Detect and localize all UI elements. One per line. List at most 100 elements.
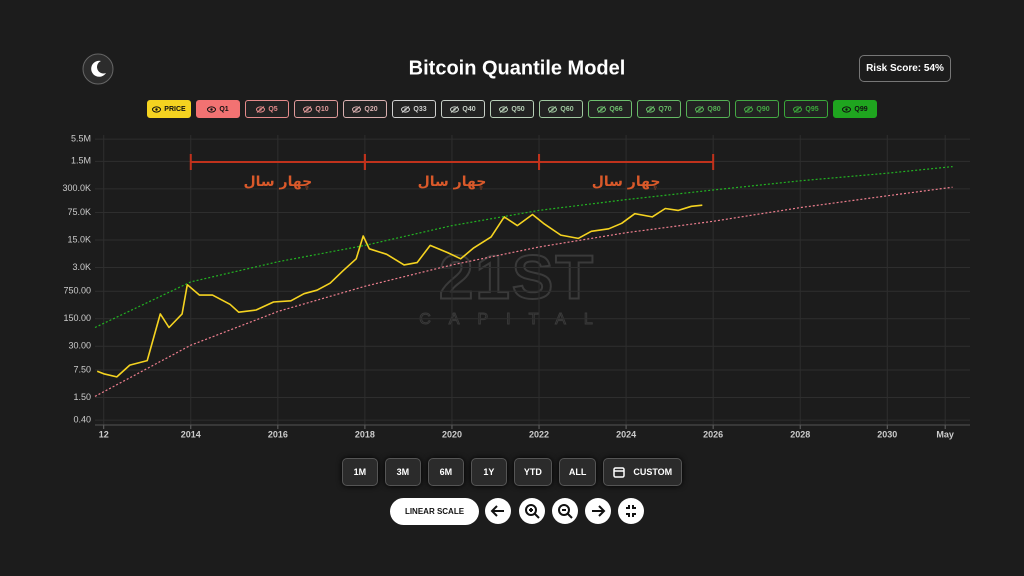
zoom-icon [562, 509, 573, 519]
x-tick-label: 2018 [355, 429, 375, 439]
nav-controls [485, 498, 644, 524]
toggle-label: Q60 [560, 105, 574, 113]
price-line [96, 204, 703, 378]
y-tick-label: 1.50 [73, 392, 91, 402]
quantile-toggle[interactable]: Q70 [637, 100, 681, 118]
toggle-label: Q95 [805, 105, 819, 113]
eye-icon [744, 105, 754, 113]
x-tick-label: 2022 [529, 429, 549, 439]
toggle-label: Q80 [707, 105, 721, 113]
toggle-label: Q40 [462, 105, 476, 113]
range-label: ALL [568, 467, 587, 477]
quantile-toggle[interactable]: Q99 [833, 100, 877, 118]
range-button[interactable]: 1Y [470, 458, 507, 486]
range-button[interactable]: 3M [384, 458, 421, 486]
quantile-toggle[interactable]: Q5 [245, 100, 289, 118]
toggle-label: Q33 [413, 105, 427, 113]
toggle-label: Q5 [268, 105, 278, 113]
y-tick-label: 150.00 [63, 313, 91, 323]
toggle-label: Q70 [658, 105, 672, 113]
zoom-icon [525, 504, 537, 516]
reset-zoom[interactable] [618, 498, 644, 524]
toggle-label: Q1 [219, 105, 229, 113]
toggle-label: PRICE [164, 105, 186, 113]
range-button[interactable]: 1M [341, 458, 378, 486]
shrink-icon [626, 505, 636, 517]
theme-button[interactable] [82, 53, 114, 85]
toggle-label: Q66 [609, 105, 623, 113]
quantile-toggle[interactable]: Q10 [294, 100, 338, 118]
x-tick-label: 2028 [790, 429, 810, 439]
plot: 0.40 1.50 7.50 30.00 150.00 750.00 3.0K 15.0K 75… [62, 133, 970, 439]
eye-icon [401, 105, 411, 113]
eye-icon [256, 105, 266, 113]
y-tick-label: 1.5M [71, 156, 91, 166]
y-tick-label: 3.0K [72, 262, 91, 272]
eye-icon [842, 105, 852, 113]
eye-icon [646, 105, 656, 113]
annotation: چهار سال [538, 154, 715, 190]
eye-icon [207, 105, 217, 113]
eye-icon [548, 105, 558, 113]
calendar-icon [613, 467, 626, 478]
eye-icon [152, 105, 162, 113]
range-button[interactable]: 6M [427, 458, 464, 486]
x-tick-label: 2016 [268, 429, 288, 439]
y-tick-label: 5.5M [71, 133, 91, 143]
quantile-toggle[interactable]: Q90 [735, 100, 779, 118]
toggle-label: Q20 [364, 105, 378, 113]
eye-icon [695, 105, 705, 113]
zoom-icon [529, 508, 540, 519]
eye-icon [450, 105, 460, 113]
toggle-label: Q99 [854, 105, 868, 113]
quantile-toggle[interactable]: Q60 [539, 100, 583, 118]
risk-score: Risk Score: 54% [859, 55, 951, 82]
zoom-icon [558, 504, 570, 516]
quantile-toggles: PRICE Q1 Q5 Q10 Q20 Q33 Q40 Q50 Q60 Q66 Q70 Q80 Q90 Q… [0, 100, 1024, 118]
x-tick-label: 2030 [877, 429, 897, 439]
range-button[interactable]: YTD [513, 458, 552, 486]
quantile-toggle[interactable]: Q50 [490, 100, 534, 118]
annotation-bracket [538, 154, 715, 170]
x-tick-label: 2026 [703, 429, 723, 439]
x-tick-label: 2024 [616, 429, 636, 439]
eye-icon [499, 105, 509, 113]
moon-icon [91, 60, 106, 77]
range-buttons: 1M 3M 6M 1Y YTD ALL CUSTOM [0, 458, 1024, 486]
x-tick-label: May [936, 429, 954, 439]
quantile-toggle[interactable]: Q95 [784, 100, 828, 118]
eye-icon [352, 105, 362, 113]
quantile-toggle[interactable]: Q40 [441, 100, 485, 118]
y-tick-label: 750.00 [63, 286, 91, 296]
toggle-label: Q90 [756, 105, 770, 113]
toggle-label: Q10 [315, 105, 329, 113]
range-label: 6M [439, 467, 453, 477]
quantile-toggle[interactable]: Q1 [196, 100, 240, 118]
x-tick-label: 2020 [442, 429, 462, 439]
quantile-toggle[interactable]: PRICE [147, 100, 191, 118]
eye-icon [597, 105, 607, 113]
page-title: Bitcoin Quantile Model [409, 57, 626, 79]
range-label: 3M [396, 467, 410, 477]
range-button[interactable]: CUSTOM [603, 458, 683, 486]
range-button[interactable]: ALL [558, 458, 597, 486]
quantile-line [94, 186, 953, 397]
quantile-toggle[interactable]: Q33 [392, 100, 436, 118]
quantile-toggle[interactable]: Q80 [686, 100, 730, 118]
annotation-text: چهار سال [418, 174, 487, 190]
range-label: 1M [353, 467, 367, 477]
quantile-toggle[interactable]: Q66 [588, 100, 632, 118]
quantile-toggle[interactable]: Q20 [343, 100, 387, 118]
y-tick-label: 7.50 [73, 364, 91, 374]
annotation-text: چهار سال [592, 174, 661, 190]
y-tick-label: 300.0K [62, 183, 91, 193]
quantile-line [94, 166, 953, 329]
range-label: CUSTOM [633, 467, 673, 477]
watermark: 21ST [439, 243, 595, 312]
eye-icon [303, 105, 313, 113]
eye-icon [793, 105, 803, 113]
scale-button[interactable]: LINEAR SCALE [390, 498, 479, 525]
toggle-label: Q50 [511, 105, 525, 113]
